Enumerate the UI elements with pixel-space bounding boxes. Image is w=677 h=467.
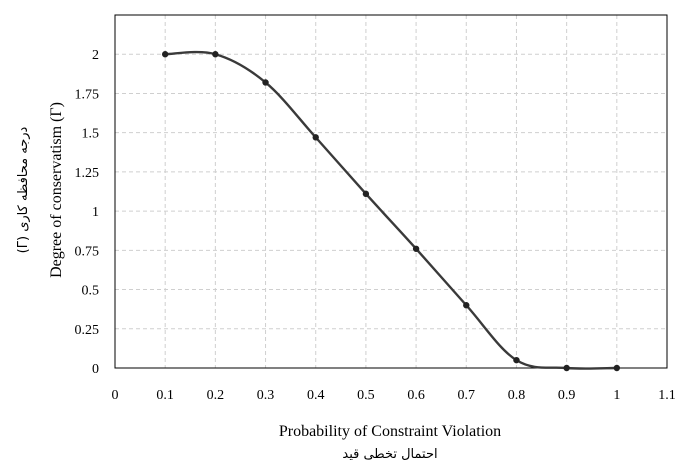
y-tick-label: 1: [92, 205, 99, 220]
x-tick-label: 0.1: [156, 388, 174, 403]
y-tick-label: 0.5: [82, 284, 100, 299]
data-point: [262, 79, 269, 86]
y-tick-label: 0: [92, 362, 99, 377]
x-tick-label: 0.5: [357, 388, 375, 403]
x-axis-title: Probability of Constraint Violation: [279, 423, 501, 440]
data-point: [513, 356, 520, 364]
x-tick-label: 0: [112, 388, 119, 403]
y-tick-label: 0.25: [75, 323, 100, 338]
y-tick-label: 2: [92, 48, 99, 63]
x-tick-label: 0.6: [407, 388, 425, 403]
tick-layer: 0 0.1 0.2 0.3 0.4 0.5 0.6 0.7 0.8 0.9 1 1.1 0 0.25 0.5…: [75, 48, 676, 403]
x-tick-label: 1.1: [658, 388, 676, 403]
data-point: [463, 302, 470, 309]
y-axis-title: Degree of conservatism (Γ): [48, 102, 65, 278]
x-tick-label: 0.7: [458, 388, 476, 403]
x-tick-label: 0.8: [508, 388, 526, 403]
y-tick-label: 1.25: [75, 166, 100, 181]
x-axis-title-fa: احتمال تخطی قید: [342, 447, 437, 462]
x-tick-label: 0.4: [307, 388, 325, 403]
series-layer: [161, 50, 621, 372]
data-point: [412, 245, 420, 252]
data-point: [362, 190, 370, 198]
x-tick-label: 0.9: [558, 388, 576, 403]
y-tick-label: 1.75: [75, 87, 100, 102]
data-point: [563, 364, 570, 372]
grid-layer: [115, 15, 667, 368]
x-tick-label: 1: [613, 388, 620, 403]
x-tick-label: 0.3: [257, 388, 275, 403]
series-line: [165, 50, 617, 370]
y-tick-label: 0.75: [75, 244, 100, 259]
data-point: [312, 134, 319, 141]
data-point: [161, 51, 169, 58]
y-tick-label: 1.5: [82, 127, 100, 142]
plot-frame: [114, 14, 668, 369]
data-point: [212, 51, 219, 58]
y-axis-title-fa: درجه محافظه کاری (Γ): [16, 126, 31, 253]
x-tick-label: 0.2: [207, 388, 225, 403]
data-point: [613, 364, 621, 372]
